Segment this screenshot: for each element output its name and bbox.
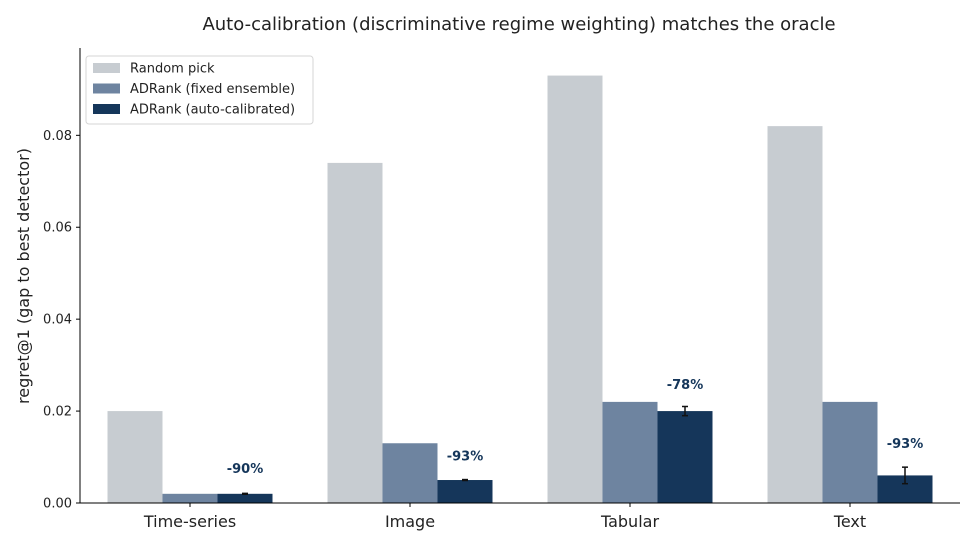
axes-group: 0.00 0.02 0.04 0.06 0.08 Time-series Image Tabu…: [43, 48, 960, 531]
bars-group: [107, 75, 933, 504]
error-bars-group: [242, 405, 908, 496]
bar-2-text: [822, 401, 878, 503]
annotation-text: -93%: [887, 437, 924, 452]
bar-3-tabular: [657, 411, 713, 503]
legend-item-1: Random pick: [93, 62, 215, 77]
legend-swatch: [93, 63, 120, 73]
bar-1-image: [327, 162, 383, 503]
bar-1-time-series: [107, 411, 163, 503]
error-bar-image: [462, 478, 468, 482]
x-tick-label-time-series: Time-series: [143, 512, 236, 531]
bar-3-image: [437, 480, 493, 503]
x-tick-label-image: Image: [385, 512, 435, 531]
y-tick-label: 0.00: [43, 497, 72, 512]
x-tick-label-text: Text: [833, 512, 866, 531]
bar-2-time-series: [162, 493, 218, 503]
error-bar-text: [902, 466, 908, 485]
y-tick-label: 0.02: [43, 405, 72, 420]
y-tick-label: 0.08: [43, 129, 72, 144]
annotations-group: -90% -93% -78% -93%: [227, 378, 924, 477]
legend-label: ADRank (fixed ensemble): [130, 82, 295, 97]
bar-3-time-series: [217, 493, 273, 503]
annotation-time-series: -90%: [227, 462, 264, 477]
legend-item-2: ADRank (fixed ensemble): [93, 82, 295, 97]
bar-1-text: [767, 126, 823, 503]
legend-item-3: ADRank (auto-calibrated): [93, 103, 295, 118]
error-bar-time-series: [242, 492, 248, 496]
legend-label: Random pick: [130, 62, 215, 77]
y-tick-label: 0.06: [43, 221, 72, 236]
error-bar-tabular: [682, 405, 688, 417]
legend-box: [85, 55, 314, 125]
y-tick-label: 0.04: [43, 313, 72, 328]
annotation-image: -93%: [447, 449, 484, 464]
x-tick-label-tabular: Tabular: [600, 512, 659, 531]
chart-title: Auto-calibration (discriminative regime …: [202, 14, 835, 35]
y-axis-label: regret@1 (gap to best detector): [14, 148, 33, 404]
bar-2-image: [382, 443, 438, 503]
annotation-tabular: -78%: [667, 378, 704, 393]
legend-swatch: [93, 104, 120, 114]
legend: Random pick ADRank (fixed ensemble) ADRank…: [85, 55, 314, 125]
legend-swatch: [93, 83, 120, 94]
legend-label: ADRank (auto-calibrated): [130, 103, 295, 118]
bar-2-tabular: [602, 401, 658, 503]
bar-1-tabular: [547, 75, 603, 504]
